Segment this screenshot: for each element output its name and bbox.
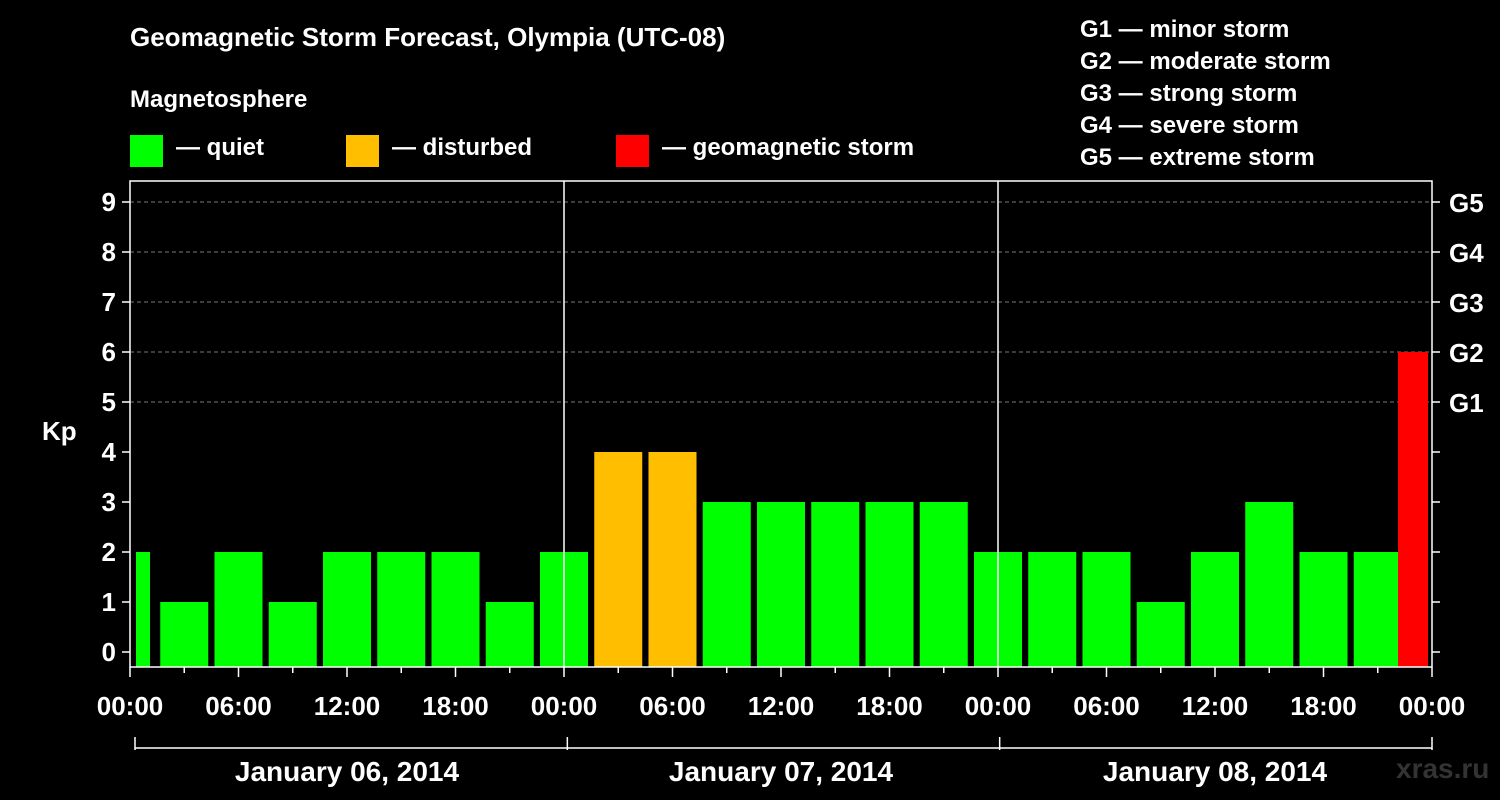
kp-bar xyxy=(702,502,751,667)
x-time-label: 18:00 xyxy=(422,691,489,721)
x-time-label: 06:00 xyxy=(639,691,706,721)
g-level-label: G1 xyxy=(1449,388,1484,418)
kp-bar xyxy=(1136,602,1185,667)
x-time-label: 18:00 xyxy=(856,691,923,721)
y-tick-label: 5 xyxy=(102,387,116,417)
y-tick-label: 2 xyxy=(102,537,116,567)
g-level-label: G3 xyxy=(1449,288,1484,318)
g-level-label: G2 xyxy=(1449,338,1484,368)
g-level-label: G4 xyxy=(1449,238,1484,268)
x-time-label: 06:00 xyxy=(205,691,272,721)
kp-bar xyxy=(136,552,150,667)
storm-scale-item: G1 — minor storm xyxy=(1080,16,1290,43)
day-label: January 07, 2014 xyxy=(669,756,894,787)
y-tick-label: 0 xyxy=(102,637,116,667)
y-tick-label: 6 xyxy=(102,337,116,367)
kp-bar xyxy=(757,502,805,667)
kp-bar xyxy=(323,552,371,667)
kp-bar xyxy=(594,452,643,667)
kp-bar xyxy=(1353,552,1402,667)
g-level-label: G5 xyxy=(1449,188,1484,218)
y-tick-label: 3 xyxy=(102,487,116,517)
kp-bar xyxy=(865,502,914,667)
x-time-label: 00:00 xyxy=(97,691,164,721)
kp-bar xyxy=(1082,552,1131,667)
kp-bar xyxy=(485,602,534,667)
chart-title: Geomagnetic Storm Forecast, Olympia (UTC… xyxy=(130,22,726,52)
legend-swatch-quiet xyxy=(130,135,163,167)
kp-bar xyxy=(919,502,968,667)
x-time-label: 00:00 xyxy=(965,691,1032,721)
legend-swatch-storm xyxy=(616,135,649,167)
x-time-label: 12:00 xyxy=(748,691,815,721)
x-time-label: 06:00 xyxy=(1073,691,1140,721)
storm-scale-item: G5 — extreme storm xyxy=(1080,144,1315,171)
kp-bar xyxy=(1191,552,1239,667)
storm-scale-item: G4 — severe storm xyxy=(1080,112,1299,139)
legend-label-disturbed: — disturbed xyxy=(392,134,533,161)
storm-scale-item: G2 — moderate storm xyxy=(1080,48,1331,75)
x-time-label: 18:00 xyxy=(1290,691,1357,721)
storm-scale-list: G1 — minor storm G2 — moderate storm G3 … xyxy=(1080,14,1331,174)
day-label: January 06, 2014 xyxy=(235,756,460,787)
y-tick-label: 1 xyxy=(102,587,116,617)
y-tick-label: 4 xyxy=(102,437,117,467)
legend-label-quiet: — quiet xyxy=(176,134,264,161)
x-time-label: 00:00 xyxy=(1399,691,1466,721)
watermark: xras.ru xyxy=(1396,753,1490,784)
kp-bar xyxy=(160,602,209,667)
kp-bar xyxy=(648,452,697,667)
kp-bar xyxy=(431,552,480,667)
y-tick-label: 7 xyxy=(102,287,116,317)
legend-swatch-disturbed xyxy=(346,135,379,167)
kp-bar xyxy=(811,502,860,667)
day-label: January 08, 2014 xyxy=(1103,756,1328,787)
x-time-label: 12:00 xyxy=(1182,691,1249,721)
kp-bar xyxy=(1299,552,1348,667)
x-time-label: 12:00 xyxy=(314,691,381,721)
y-tick-label: 9 xyxy=(102,187,116,217)
y-tick-label: 8 xyxy=(102,237,116,267)
kp-bar xyxy=(1028,552,1077,667)
legend-label-storm: — geomagnetic storm xyxy=(662,134,915,161)
storm-scale-item: G3 — strong storm xyxy=(1080,80,1298,107)
kp-bar xyxy=(1245,502,1294,667)
kp-bar xyxy=(1398,352,1428,667)
kp-bar xyxy=(377,552,426,667)
legend-subtitle: Magnetosphere xyxy=(130,86,308,113)
y-axis-label: Kp xyxy=(42,416,77,446)
kp-bar xyxy=(214,552,263,667)
kp-bar xyxy=(268,602,317,667)
x-time-label: 00:00 xyxy=(531,691,598,721)
